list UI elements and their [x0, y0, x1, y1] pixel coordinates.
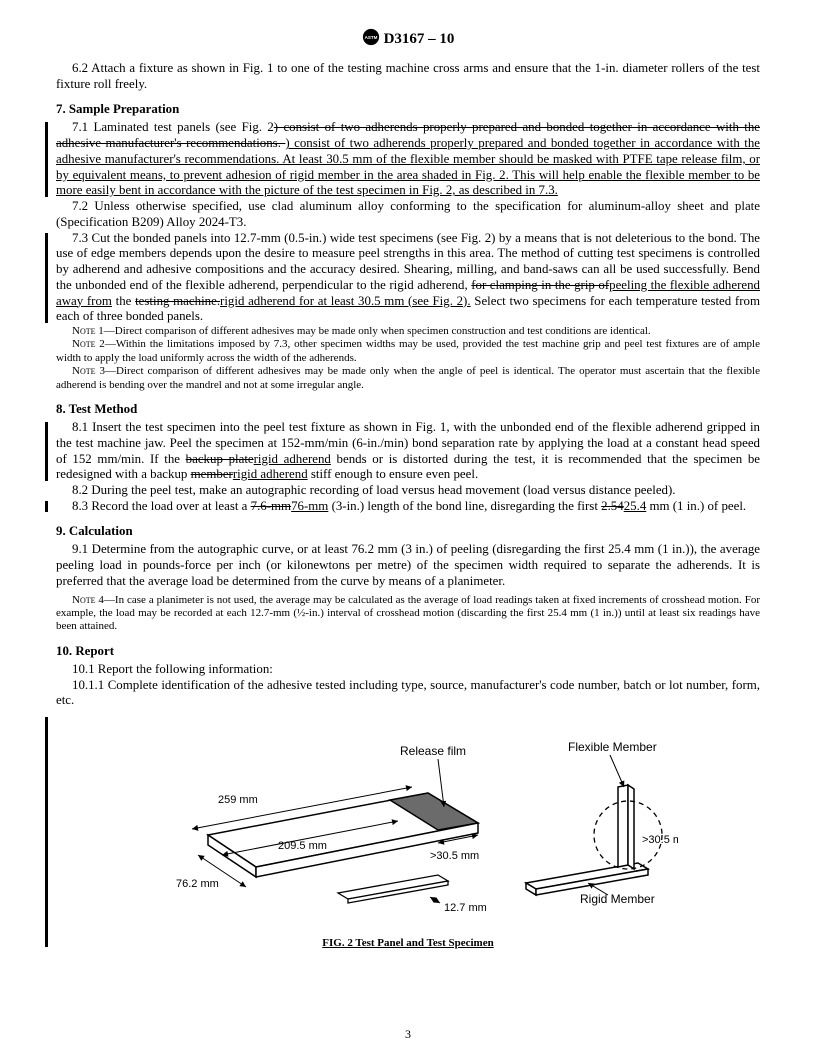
label-rigid: Rigid Member: [580, 892, 655, 906]
dim-127: 12.7 mm: [444, 902, 487, 914]
para-6-2: 6.2 Attach a fixture as shown in Fig. 1 …: [56, 61, 760, 92]
note-body: —In case a planimeter is not used, the a…: [56, 594, 760, 633]
astm-logo-icon: ASTM: [362, 28, 380, 51]
revision-bar-7-1: 7.1 Laminated test panels (see Fig. 2) c…: [56, 120, 760, 199]
underlined-text: 76-mm: [291, 499, 328, 513]
text-fragment: stiff enough to ensure even peel.: [308, 467, 479, 481]
revision-bar-8-3: 8.3 Record the load over at least a 7.6-…: [56, 499, 760, 515]
note-3: Note 3—Direct comparison of different ad…: [56, 365, 760, 392]
text-fragment: the: [112, 294, 135, 308]
note-label: Note 1: [72, 325, 104, 337]
para-8-1: 8.1 Insert the test specimen into the pe…: [56, 420, 760, 483]
heading-7: 7. Sample Preparation: [56, 102, 760, 117]
note-1: Note 1—Direct comparison of different ad…: [56, 325, 760, 338]
note-label: Note 4: [72, 594, 104, 606]
para-7-3: 7.3 Cut the bonded panels into 12.7-mm (…: [56, 231, 760, 325]
dim-305a: >30.5 mm: [430, 850, 479, 862]
para-8-2: 8.2 During the peel test, make an autogr…: [56, 483, 760, 499]
heading-9: 9. Calculation: [56, 524, 760, 539]
text-fragment: mm (1 in.) of peel.: [646, 499, 746, 513]
dim-259: 259 mm: [218, 794, 258, 806]
note-label: Note 2: [72, 338, 105, 350]
para-7-2: 7.2 Unless otherwise specified, use clad…: [56, 199, 760, 230]
text-fragment: 8.3 Record the load over at least a: [72, 499, 251, 513]
page-number: 3: [0, 1027, 816, 1042]
dim-762: 76.2 mm: [176, 878, 219, 890]
para-10-1-1: 10.1.1 Complete identification of the ad…: [56, 678, 760, 709]
struck-text: testing machine.: [135, 294, 220, 308]
figure-caption: FIG. 2 Test Panel and Test Specimen: [56, 937, 760, 949]
figure-2: 259 mm 209.5 mm 76.2 mm >30.5 mm Release…: [56, 715, 760, 949]
label-flex: Flexible Member: [568, 740, 657, 754]
note-label: Note 3: [72, 365, 105, 377]
text-fragment: (3-in.) length of the bond line, disrega…: [328, 499, 601, 513]
revision-bar-7-3: 7.3 Cut the bonded panels into 12.7-mm (…: [56, 231, 760, 325]
note-2: Note 2—Within the limitations imposed by…: [56, 338, 760, 365]
svg-text:ASTM: ASTM: [364, 35, 377, 40]
para-8-3: 8.3 Record the load over at least a 7.6-…: [56, 499, 760, 515]
dim-2095: 209.5 mm: [278, 840, 327, 852]
struck-text: 2.54: [601, 499, 624, 513]
struck-text: member: [191, 467, 233, 481]
label-release: Release film: [400, 744, 466, 758]
underlined-text: rigid adherend for at least 30.5 mm (see…: [220, 294, 471, 308]
page: ASTM D3167 – 10 6.2 Attach a fixture as …: [0, 0, 816, 1056]
para-9-1: 9.1 Determine from the autographic curve…: [56, 542, 760, 589]
text-fragment: 7.1 Laminated test panels (see Fig. 2: [72, 120, 274, 134]
dim-305b: >30.5 mm: [642, 834, 678, 846]
revision-bar-figure: 259 mm 209.5 mm 76.2 mm >30.5 mm Release…: [56, 715, 760, 949]
note-body: —Direct comparison of different adhesive…: [104, 325, 651, 337]
figure-2-svg: 259 mm 209.5 mm 76.2 mm >30.5 mm Release…: [138, 715, 678, 930]
note-body: —Direct comparison of different adhesive…: [56, 365, 760, 390]
underlined-text: 25.4: [624, 499, 647, 513]
heading-10: 10. Report: [56, 644, 760, 659]
heading-8: 8. Test Method: [56, 402, 760, 417]
struck-text: for clamping in the grip of: [471, 278, 609, 292]
note-body: —Within the limitations imposed by 7.3, …: [56, 338, 760, 363]
para-10-1: 10.1 Report the following information:: [56, 662, 760, 678]
page-header: ASTM D3167 – 10: [56, 28, 760, 51]
para-7-1: 7.1 Laminated test panels (see Fig. 2) c…: [56, 120, 760, 199]
underlined-text: rigid adherend: [233, 467, 308, 481]
revision-bar-8-1: 8.1 Insert the test specimen into the pe…: [56, 420, 760, 483]
note-4: Note 4—In case a planimeter is not used,…: [56, 594, 760, 634]
struck-text: 7.6-mm: [251, 499, 291, 513]
designation-text: D3167 – 10: [384, 31, 455, 47]
struck-text: backup plate: [186, 452, 254, 466]
underlined-text: rigid adherend: [254, 452, 331, 466]
